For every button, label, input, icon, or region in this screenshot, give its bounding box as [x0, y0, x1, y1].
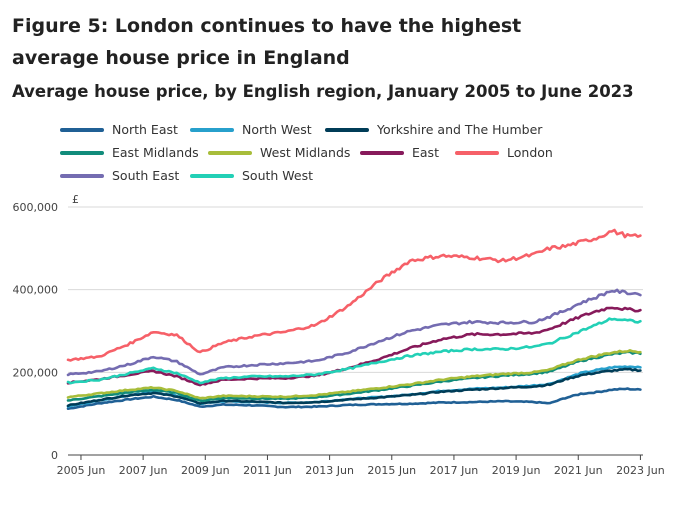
legend-item-east-midlands[interactable]: East Midlands — [60, 145, 199, 160]
y-axis-ticks: 0 200,000 400,000 600,000 — [13, 201, 59, 462]
x-tick-label: 2015 Jun — [367, 464, 416, 477]
legend-item-south-east[interactable]: South East — [60, 168, 179, 183]
series-line-yorkshire-and-the-humber[interactable] — [66, 367, 642, 408]
legend-label: West Midlands — [260, 145, 351, 160]
legend-item-north-west[interactable]: North West — [190, 122, 312, 137]
legend-swatch — [455, 150, 499, 155]
chart-subtitle: Average house price, by English region, … — [12, 82, 634, 101]
legend-label: South East — [112, 168, 180, 183]
legend-label: London — [507, 145, 553, 160]
chart-title: Figure 5: London continues to have the h… — [12, 15, 522, 69]
x-tick-label: 2019 Jun — [492, 464, 541, 477]
series-line-east[interactable] — [66, 306, 642, 387]
legend-item-yorkshire[interactable]: Yorkshire and The Humber — [325, 122, 542, 137]
y-tick-label: 400,000 — [13, 284, 59, 297]
y-axis-unit-label: £ — [72, 193, 79, 206]
x-axis: 2005 Jun 2007 Jun 2009 Jun 2011 Jun 2013 Jun… — [57, 454, 665, 477]
legend: North East North West Yorkshire and The … — [0, 118, 690, 193]
x-tick-label: 2021 Jun — [554, 464, 603, 477]
legend-label: South West — [242, 168, 314, 183]
y-tick-label: 200,000 — [13, 366, 59, 379]
series-line-east-midlands[interactable] — [66, 350, 642, 403]
series-lines — [66, 228, 642, 410]
legend-item-south-west[interactable]: South West — [190, 168, 313, 183]
series-line-north-east[interactable] — [66, 387, 642, 410]
legend-item-east[interactable]: East — [360, 145, 439, 160]
x-tick-label: 2017 Jun — [430, 464, 479, 477]
x-tick-label: 2007 Jun — [119, 464, 168, 477]
series-line-south-east[interactable] — [66, 288, 642, 377]
legend-item-north-east[interactable]: North East — [60, 122, 178, 137]
legend-label: North East — [112, 122, 178, 137]
y-tick-label: 0 — [51, 449, 58, 462]
gridlines — [68, 206, 643, 373]
legend-swatch — [190, 173, 234, 178]
x-tick-label: 2009 Jun — [181, 464, 230, 477]
legend-swatch — [325, 127, 369, 132]
legend-item-london[interactable]: London — [455, 145, 553, 160]
x-tick-label: 2005 Jun — [57, 464, 106, 477]
legend-swatch — [60, 150, 104, 155]
legend-swatch — [208, 150, 252, 155]
legend-label: Yorkshire and The Humber — [377, 122, 543, 137]
legend-item-west-midlands[interactable]: West Midlands — [208, 145, 350, 160]
legend-label: East Midlands — [112, 145, 199, 160]
legend-swatch — [190, 127, 234, 132]
y-tick-label: 600,000 — [13, 201, 59, 214]
x-tick-label: 2011 Jun — [243, 464, 292, 477]
legend-label: North West — [242, 122, 312, 137]
legend-swatch — [360, 150, 404, 155]
series-line-london[interactable] — [66, 228, 642, 362]
series-line-west-midlands[interactable] — [66, 349, 642, 400]
line-chart: 0 200,000 400,000 600,000 £ 2005 Jun 2007 Ju… — [13, 193, 665, 477]
series-line-south-west[interactable] — [66, 317, 642, 385]
legend-swatch — [60, 127, 104, 132]
legend-swatch — [60, 173, 104, 178]
x-tick-label: 2013 Jun — [305, 464, 354, 477]
legend-label: East — [412, 145, 439, 160]
x-tick-label: 2023 Jun — [616, 464, 665, 477]
